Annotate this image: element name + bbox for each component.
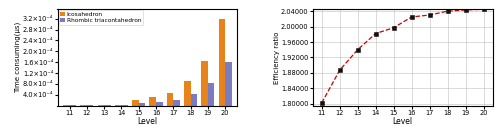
Bar [122,105,128,106]
Bar [87,105,94,106]
Bar [138,103,145,106]
Bar [70,105,76,106]
Bar [156,102,162,106]
Bar [208,83,214,106]
Bar [63,105,70,106]
Legend: Icosahedron, Rhombic triacontahedron: Icosahedron, Rhombic triacontahedron [58,10,143,25]
Y-axis label: Efficiency ratio: Efficiency ratio [274,31,280,84]
Bar [225,62,232,106]
X-axis label: Level: Level [392,117,412,126]
Bar [104,105,110,106]
Bar [98,105,104,106]
Bar [174,100,180,106]
Bar [150,97,156,106]
Bar [132,100,138,106]
Bar [218,19,225,106]
Y-axis label: Time consuming(μs): Time consuming(μs) [15,22,22,93]
Bar [80,105,87,106]
Bar [184,81,190,106]
Bar [115,105,121,106]
Bar [166,93,173,106]
Bar [190,94,197,106]
X-axis label: Level: Level [138,117,158,126]
Bar [202,61,208,106]
